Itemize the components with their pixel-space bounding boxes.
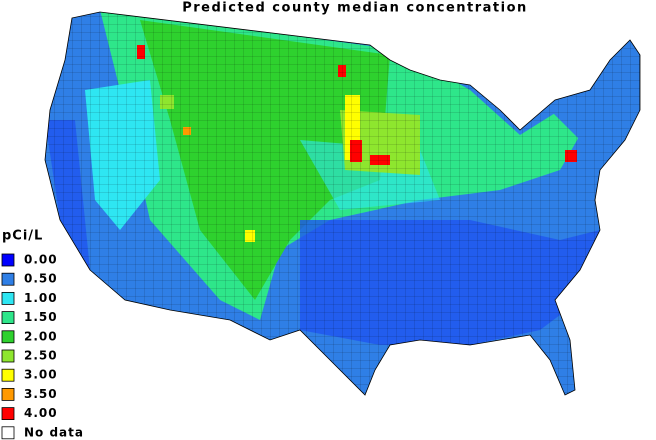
us-outline [44,11,641,396]
legend-label: No data [24,425,84,439]
legend-swatch [1,311,15,325]
map-title: Predicted county median concentration [182,1,528,16]
legend-swatch [1,330,15,344]
legend-label: 3.00 [24,368,58,382]
legend-swatch [1,407,15,421]
legend-swatch [1,368,15,382]
legend-label: 4.00 [24,406,58,420]
legend-swatch [1,426,15,440]
legend-label: 2.50 [24,349,58,363]
legend-label: 2.00 [24,329,58,343]
legend-swatch [1,387,15,401]
legend-swatch [1,349,15,363]
legend-label: 0.00 [24,253,58,267]
legend-swatch [1,272,15,286]
legend-title: pCi/L [2,229,43,244]
legend-label: 1.50 [24,310,58,324]
legend-label: 0.50 [24,272,58,286]
legend-swatch [1,291,15,305]
legend-label: 3.50 [24,387,58,401]
legend-swatch [1,253,15,267]
legend-label: 1.00 [24,291,58,305]
